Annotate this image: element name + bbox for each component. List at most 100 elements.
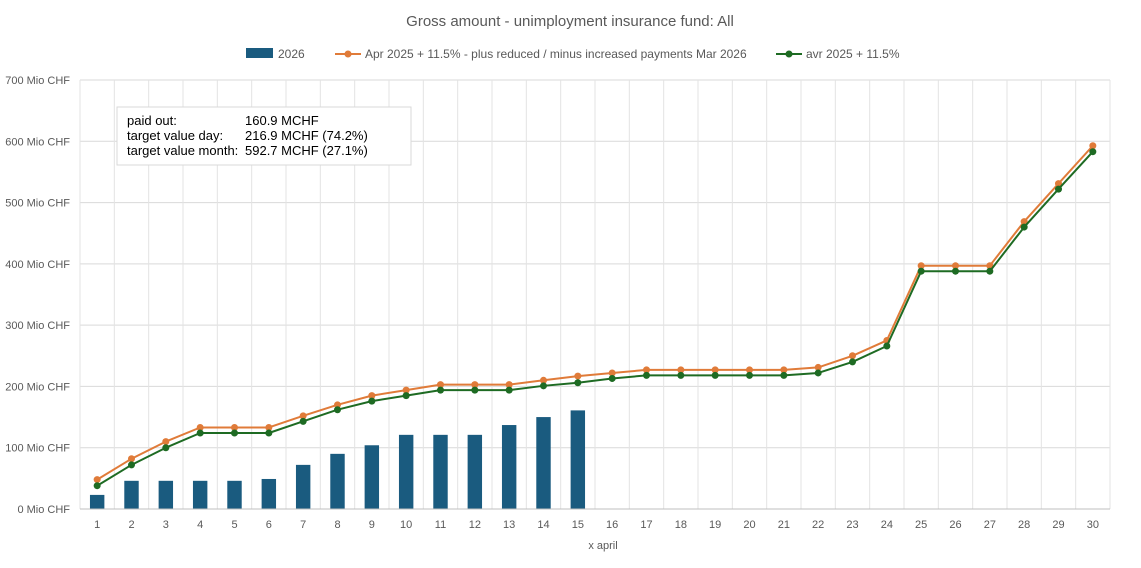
bar-2026	[536, 417, 551, 509]
point-avr-2025	[1089, 148, 1097, 156]
legend-swatch-green-marker	[785, 50, 793, 58]
y-tick-label: 100 Mio CHF	[5, 443, 70, 455]
point-apr-2025	[196, 423, 204, 431]
x-tick-label: 6	[266, 519, 272, 531]
point-apr-2025	[574, 372, 582, 380]
info-value-target-month: 592.7 MCHF (27.1%)	[245, 143, 368, 158]
bar-2026	[124, 480, 139, 509]
x-tick-label: 13	[503, 519, 515, 531]
x-tick-label: 1	[94, 519, 100, 531]
point-avr-2025	[746, 371, 753, 379]
info-label-target-day: target value day:	[127, 128, 223, 143]
point-apr-2025	[677, 366, 685, 374]
point-apr-2025	[780, 366, 788, 374]
bar-2026	[192, 480, 208, 509]
point-avr-2025	[1055, 185, 1062, 193]
y-tick-label: 200 Mio CHF	[5, 381, 70, 393]
legend: 2026 Apr 2025 + 11.5% - plus reduced / m…	[246, 47, 900, 61]
point-apr-2025	[265, 423, 273, 431]
x-tick-label: 26	[949, 519, 961, 531]
x-tick-label: 27	[984, 519, 996, 531]
point-apr-2025	[299, 412, 307, 420]
x-tick-label: 10	[400, 519, 412, 531]
y-tick-label: 400 Mio CHF	[5, 259, 70, 271]
point-avr-2025	[93, 482, 101, 490]
point-avr-2025	[505, 386, 513, 394]
point-avr-2025	[196, 429, 204, 437]
bar-2026	[261, 478, 277, 509]
x-tick-label: 16	[606, 519, 618, 531]
point-apr-2025	[608, 369, 616, 377]
plot-area: 0 Mio CHF 100 Mio CHF 200 Mio CHF 300 Mio C…	[5, 75, 1111, 531]
point-apr-2025	[711, 366, 719, 374]
point-apr-2025	[849, 352, 856, 360]
x-tick-label: 8	[334, 519, 340, 531]
x-tick-label: 12	[469, 519, 481, 531]
point-avr-2025	[334, 406, 341, 414]
chart-title: Gross amount - unimployment insurance fu…	[406, 13, 734, 30]
point-apr-2025	[814, 363, 822, 371]
point-apr-2025	[1020, 218, 1028, 226]
bar-2026	[364, 445, 380, 509]
point-avr-2025	[437, 386, 444, 394]
point-avr-2025	[608, 374, 616, 382]
legend-label-2026: 2026	[278, 47, 305, 61]
point-avr-2025	[265, 429, 273, 437]
point-apr-2025	[952, 262, 959, 270]
bar-2026	[158, 480, 174, 509]
point-avr-2025	[368, 397, 376, 405]
y-tick-label: 300 Mio CHF	[5, 320, 70, 332]
x-tick-label: 18	[675, 519, 687, 531]
point-avr-2025	[986, 267, 994, 275]
x-tick-label: 9	[369, 519, 375, 531]
point-apr-2025	[334, 401, 341, 409]
point-apr-2025	[128, 455, 135, 463]
point-avr-2025	[1020, 223, 1028, 231]
point-avr-2025	[849, 358, 856, 366]
legend-swatch-bar	[246, 48, 273, 58]
info-box-frame	[116, 106, 412, 166]
point-avr-2025	[162, 444, 170, 452]
bar-2026	[433, 434, 448, 509]
point-apr-2025	[505, 381, 513, 389]
x-tick-label: 21	[778, 519, 790, 531]
x-tick-label: 3	[163, 519, 169, 531]
x-tick-label: 2	[128, 519, 134, 531]
point-avr-2025	[711, 371, 719, 379]
info-box: paid out: 160.9 MCHF target value day: 2…	[116, 106, 412, 166]
bar-2026	[89, 494, 105, 509]
x-tick-label: 23	[846, 519, 858, 531]
point-apr-2025	[540, 376, 547, 384]
x-tick-label: 5	[231, 519, 237, 531]
x-tick-label: 20	[743, 519, 755, 531]
line-series-avr-2025	[96, 151, 1094, 487]
point-avr-2025	[402, 392, 410, 400]
x-tick-label: 29	[1052, 519, 1064, 531]
legend-swatch-orange-marker	[344, 50, 352, 58]
point-avr-2025	[883, 342, 891, 350]
x-tick-label: 15	[572, 519, 584, 531]
point-avr-2025	[299, 417, 307, 425]
point-apr-2025	[162, 438, 170, 446]
point-apr-2025	[471, 381, 479, 389]
y-tick-label: 0 Mio CHF	[17, 504, 70, 516]
point-avr-2025	[540, 382, 547, 390]
x-tick-label: 17	[640, 519, 652, 531]
y-tick-label: 500 Mio CHF	[5, 198, 70, 210]
bar-2026	[501, 425, 517, 509]
point-apr-2025	[93, 476, 101, 484]
y-tick-label: 700 Mio CHF	[5, 75, 70, 87]
point-avr-2025	[917, 267, 925, 275]
bar-2026	[227, 480, 242, 509]
x-axis-title: x april	[588, 540, 617, 552]
point-avr-2025	[677, 371, 685, 379]
line-series-apr-2025	[96, 145, 1094, 481]
point-apr-2025	[1055, 180, 1062, 188]
x-tick-label: 4	[197, 519, 203, 531]
point-apr-2025	[231, 423, 238, 431]
bar-2026	[570, 410, 586, 509]
point-avr-2025	[231, 429, 238, 437]
bar-2026	[398, 434, 414, 509]
point-apr-2025	[746, 366, 753, 374]
